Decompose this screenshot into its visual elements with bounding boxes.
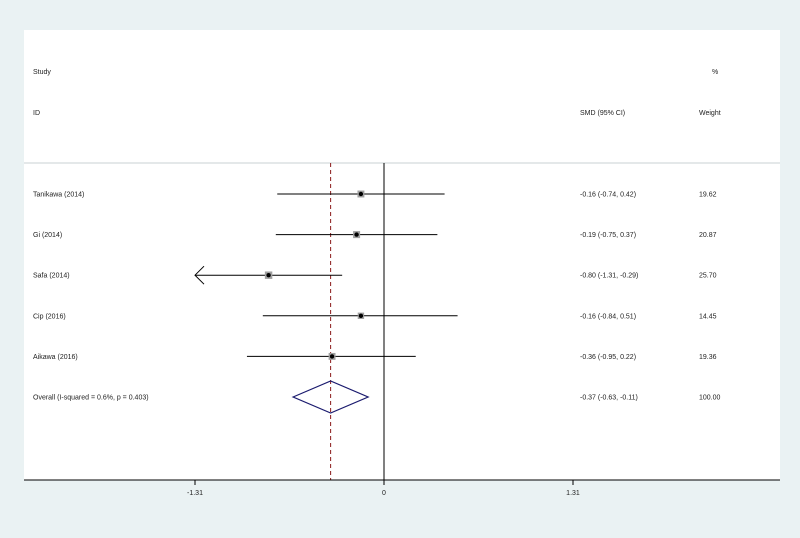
study-weight: 14.45 (699, 313, 717, 320)
point-estimate (329, 354, 335, 359)
plot-panel (24, 30, 780, 480)
x-axis: -1.31 0 1.31 (24, 479, 780, 497)
point-estimate (358, 191, 364, 197)
x-tick-label: 0 (382, 490, 386, 497)
study-ci-text: -0.16 (-0.74, 0.42) (580, 192, 636, 199)
overall-weight: 100.00 (699, 395, 721, 402)
study-weight: 25.70 (699, 273, 717, 280)
study-ci-text: -0.19 (-0.75, 0.37) (580, 232, 636, 239)
study-label: Cip (2016) (33, 313, 66, 320)
study-weight: 19.62 (699, 192, 717, 199)
study-weight: 19.36 (699, 354, 717, 361)
point-estimate (266, 273, 271, 278)
study-label: Gi (2014) (33, 232, 62, 239)
overall-diamond (291, 380, 370, 414)
study-label: Safa (2014) (33, 273, 70, 280)
study-label: Aikawa (2016) (33, 354, 78, 361)
point-estimate (354, 232, 359, 237)
point-estimate (358, 313, 364, 318)
study-ci-text: -0.16 (-0.84, 0.51) (580, 313, 636, 320)
header-id-label: ID (33, 110, 40, 117)
study-ci-text: -0.80 (-1.31, -0.29) (580, 273, 638, 280)
overall-ci-text: -0.37 (-0.63, -0.11) (580, 395, 638, 402)
header-weight-label: Weight (699, 110, 721, 117)
study-ci-text: -0.36 (-0.95, 0.22) (580, 354, 636, 361)
study-weight: 20.87 (699, 232, 717, 239)
ci-arrow (194, 265, 205, 285)
header-percent-label: % (712, 69, 718, 76)
header-ci-label: SMD (95% CI) (580, 110, 625, 117)
header-study-label: Study (33, 69, 51, 76)
overall-label: Overall (I-squared = 0.6%, p = 0.403) (33, 395, 149, 402)
plot-marks: Tanikawa (2014) -0.16 (-0.74, 0.42) 19.62 G… (33, 163, 721, 480)
study-label: Tanikawa (2014) (33, 192, 84, 199)
x-tick-label: 1.31 (566, 490, 580, 497)
x-tick-label: -1.31 (187, 490, 203, 497)
